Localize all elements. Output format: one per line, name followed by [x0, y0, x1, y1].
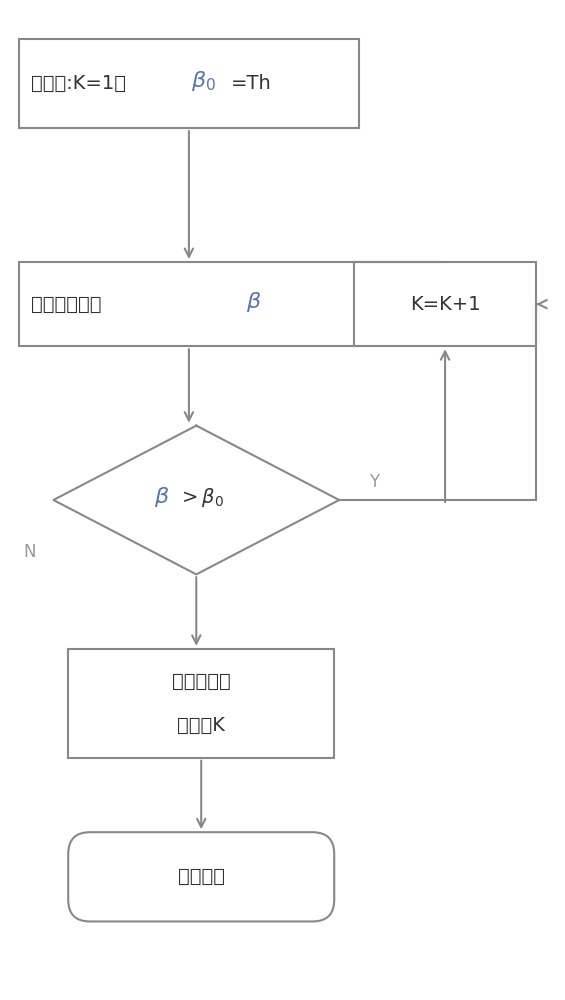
Bar — [19, 262, 359, 346]
Text: N: N — [24, 543, 36, 561]
Text: $\beta_0$: $\beta_0$ — [192, 69, 216, 93]
Text: 计算能量比率: 计算能量比率 — [31, 295, 107, 314]
Bar — [354, 262, 536, 346]
Text: =Th: =Th — [231, 74, 272, 93]
Bar — [19, 39, 359, 128]
Text: Y: Y — [369, 473, 379, 491]
Text: K=K+1: K=K+1 — [410, 295, 480, 314]
Bar — [68, 649, 334, 758]
FancyBboxPatch shape — [68, 832, 334, 921]
Text: 输出滤波器: 输出滤波器 — [172, 672, 231, 691]
Text: 结束滤波: 结束滤波 — [178, 867, 225, 886]
Text: 组层数K: 组层数K — [177, 716, 225, 735]
Text: 初始化:K=1，: 初始化:K=1， — [31, 74, 126, 93]
Text: $> \beta_0$: $> \beta_0$ — [178, 486, 224, 509]
Text: $\beta$: $\beta$ — [154, 485, 170, 509]
Text: $\beta$: $\beta$ — [246, 290, 261, 314]
